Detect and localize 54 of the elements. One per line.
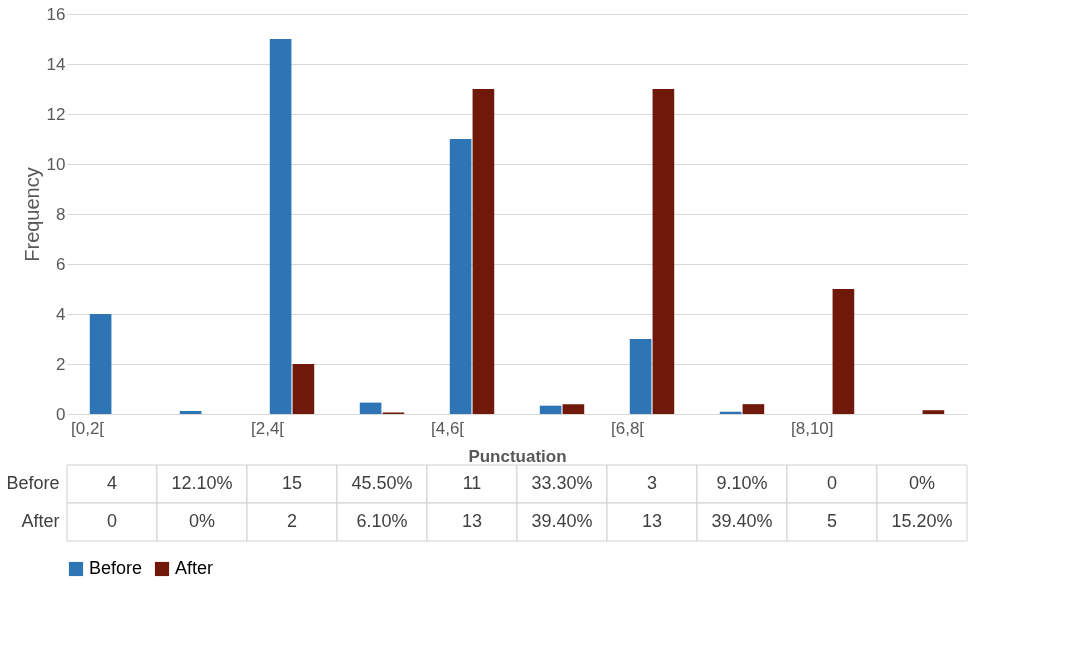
x-tick-label: [8,10] xyxy=(791,418,834,438)
bar xyxy=(922,410,945,414)
y-tick-label: 4 xyxy=(56,304,66,324)
y-tick-label: 6 xyxy=(56,254,66,274)
data-label: 13 xyxy=(461,511,483,531)
legend-label: Before xyxy=(89,558,143,578)
legend-label: After xyxy=(175,558,214,578)
bar xyxy=(269,39,292,414)
data-label: 5 xyxy=(826,511,838,531)
x-tick-label: [2,4[ xyxy=(251,418,285,438)
data-label: 12.10% xyxy=(171,473,233,493)
x-tick-label: [0,2[ xyxy=(71,418,105,438)
y-tick-label: 2 xyxy=(56,354,66,374)
bar xyxy=(472,89,495,414)
data-label: 0% xyxy=(188,511,216,531)
bar xyxy=(539,405,562,414)
x-tick-label: [4,6[ xyxy=(431,418,465,438)
bar xyxy=(89,314,112,414)
data-label: 15 xyxy=(281,473,303,493)
bar xyxy=(652,89,675,414)
data-label: 39.40% xyxy=(711,511,773,531)
bar xyxy=(449,139,472,414)
text: After xyxy=(21,511,60,531)
data-label: 11 xyxy=(462,473,482,493)
data-label: 15.20% xyxy=(891,511,953,531)
data-label: 45.50% xyxy=(351,473,413,493)
y-tick-label: 0 xyxy=(56,404,66,424)
x-tick-label: [6,8[ xyxy=(611,418,645,438)
bar xyxy=(179,410,202,414)
data-label: 4 xyxy=(106,473,118,493)
y-tick-label: 12 xyxy=(46,104,66,124)
y-tick-label: 10 xyxy=(46,154,66,174)
data-label: 0% xyxy=(908,473,936,493)
data-label: 39.40% xyxy=(531,511,593,531)
bar xyxy=(832,289,855,414)
bar xyxy=(292,364,315,414)
bar xyxy=(742,404,765,414)
data-label: 6.10% xyxy=(356,511,408,531)
data-label: 3 xyxy=(646,473,658,493)
data-label: 0 xyxy=(826,473,838,493)
bar xyxy=(629,339,652,414)
bar xyxy=(562,404,585,414)
x-axis-title: Punctuation xyxy=(468,446,567,466)
y-tick-label: 8 xyxy=(56,204,66,224)
bar xyxy=(359,402,382,414)
y-tick-label: 14 xyxy=(46,54,66,74)
data-label: 0 xyxy=(106,511,118,531)
y-axis-title: Frequency xyxy=(20,167,43,262)
data-label: 33.30% xyxy=(531,473,593,493)
y-tick-label: 16 xyxy=(46,4,66,24)
data-label: 2 xyxy=(286,511,298,531)
data-label: 9.10% xyxy=(716,473,768,493)
data-label: 13 xyxy=(641,511,663,531)
text: Before xyxy=(6,473,60,493)
